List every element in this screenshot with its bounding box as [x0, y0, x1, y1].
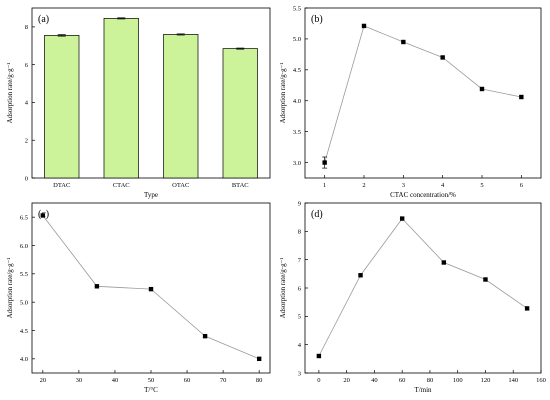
x-tick-label: OTAC [172, 182, 189, 189]
bar-ctac [103, 18, 139, 179]
data-point [202, 333, 208, 339]
x-tick-label: 80 [427, 377, 434, 384]
y-tick-label: 7 [298, 257, 302, 264]
x-tick-label: 140 [508, 377, 518, 384]
x-tick-label: 30 [76, 377, 83, 384]
data-point [94, 284, 100, 289]
y-axis-label: Adsorption rate/g·g⁻¹ [6, 63, 14, 124]
y-tick-label: 6 [25, 62, 29, 69]
x-axis-label: T/min [414, 386, 432, 394]
x-tick-label: DTAC [53, 182, 70, 189]
x-tick-label: 40 [112, 377, 119, 384]
x-tick-label: 50 [148, 377, 155, 384]
x-tick-label: 70 [220, 377, 227, 384]
series-line [318, 217, 528, 357]
data-point [148, 286, 154, 292]
y-tick-label: 5.0 [293, 36, 301, 43]
y-axis-label: Adsorption rate/g·g⁻¹ [6, 258, 14, 319]
x-axis-label: Type [144, 191, 158, 199]
y-axis-label: Adsorption rate/g·g⁻¹ [279, 63, 287, 124]
data-point [358, 273, 363, 278]
x-tick-label: 6 [520, 182, 524, 189]
x-tick-label: 4 [441, 182, 445, 189]
x-tick-label: 2 [362, 182, 365, 189]
y-tick-label: 9 [298, 200, 301, 207]
y-tick-label: 6.5 [20, 214, 28, 221]
bar-dtac [44, 35, 80, 179]
y-tick-label: 4.0 [293, 98, 301, 105]
x-tick-label: 40 [371, 377, 378, 384]
panel-label: (a) [38, 14, 49, 25]
data-point [440, 55, 445, 60]
chart-panel-b: 3.0 3.5 4.0 4.5 5.0 5.5 1 2 3 4 5 6 CTAC concentrati… [279, 5, 542, 199]
x-tick-label: BTAC [232, 182, 249, 189]
data-point [399, 216, 405, 221]
panel-label: (d) [311, 209, 323, 220]
x-tick-label: 80 [256, 377, 263, 384]
y-tick-label: 4.5 [293, 67, 301, 74]
chart-panel-c: 4.0 4.5 5.0 5.5 6.0 6.5 20 30 40 50 60 70 80 T/°C Adso… [6, 202, 271, 394]
data-point [361, 23, 367, 29]
x-tick-label: 5 [480, 182, 483, 189]
x-tick-label: 160 [536, 377, 546, 384]
y-tick-label: 8 [25, 24, 28, 31]
data-point [316, 353, 322, 359]
x-axis-label: T/°C [144, 386, 158, 394]
data-point [483, 277, 488, 282]
panel-label: (b) [311, 14, 323, 25]
y-tick-label: 0 [25, 175, 28, 182]
chart-panel-d: 3 4 5 6 7 8 9 0 20 40 60 80 100 120 140 160 T/min Adsorpt… [279, 200, 546, 394]
y-tick-label: 4 [25, 100, 29, 107]
y-tick-label: 5.5 [293, 5, 301, 12]
plot-frame [304, 7, 542, 179]
y-tick-label: 3 [298, 370, 301, 377]
plot-frame [31, 7, 271, 179]
y-tick-label: 3.0 [293, 160, 301, 167]
x-tick-label: 60 [184, 377, 191, 384]
y-tick-label: 8 [298, 229, 301, 236]
data-point [519, 94, 524, 100]
series-line [324, 25, 522, 163]
x-tick-label: 0 [317, 377, 320, 384]
x-tick-label: 60 [399, 377, 406, 384]
data-point [441, 260, 447, 265]
x-tick-label: 3 [402, 182, 405, 189]
x-axis-label: CTAC concentration/% [390, 191, 456, 199]
y-tick-label: 3.5 [293, 129, 301, 136]
x-tick-label: CTAC [113, 182, 130, 189]
data-point [401, 39, 406, 45]
data-point [322, 160, 327, 165]
data-point [479, 86, 485, 92]
x-tick-label: 20 [40, 377, 47, 384]
bar-otac [163, 34, 199, 179]
y-tick-label: 6.0 [20, 243, 28, 250]
y-tick-label: 2 [25, 138, 28, 145]
bar-btac [222, 48, 258, 179]
data-point [256, 356, 262, 362]
chart-panel-a: 0 2 4 6 8 DTAC CTAC OTAC BTAC Type Adsorption rate… [6, 7, 271, 199]
x-tick-label: 20 [343, 377, 350, 384]
plot-frame [304, 202, 542, 374]
y-tick-label: 4.0 [20, 356, 28, 363]
x-tick-label: 100 [453, 377, 463, 384]
y-tick-label: 5.5 [20, 271, 28, 278]
y-tick-label: 4 [298, 342, 302, 349]
y-tick-label: 4.5 [20, 328, 28, 335]
y-axis-label: Adsorption rate/g·g⁻¹ [279, 258, 287, 319]
data-point [524, 306, 530, 311]
data-point [40, 213, 46, 218]
y-tick-label: 6 [298, 285, 302, 292]
x-tick-label: 1 [323, 182, 326, 189]
y-tick-label: 5.0 [20, 299, 28, 306]
y-tick-label: 5 [298, 314, 301, 321]
x-tick-label: 120 [481, 377, 491, 384]
